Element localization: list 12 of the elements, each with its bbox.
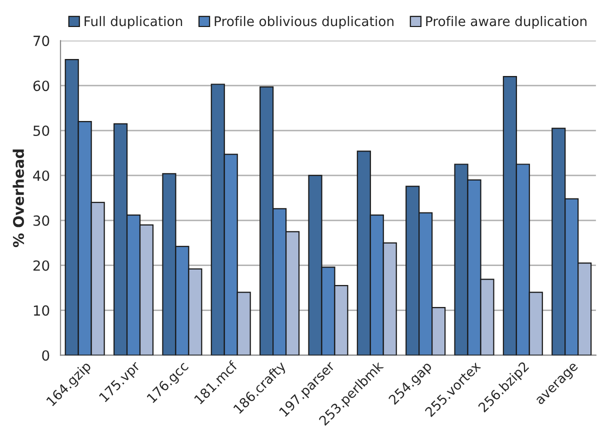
legend-label: Profile aware duplication bbox=[426, 16, 586, 29]
legend-label: Full duplication bbox=[84, 16, 182, 29]
y-tick-label: 30 bbox=[33, 215, 50, 226]
y-tick-label: 60 bbox=[33, 80, 50, 92]
y-tick-label: 70 bbox=[34, 36, 50, 46]
y-tick-label: 50 bbox=[33, 126, 50, 136]
legend-label: Profile oblivious duplication bbox=[214, 16, 394, 29]
y-tick-label: 10 bbox=[34, 305, 50, 316]
y-tick-label: 0 bbox=[42, 350, 50, 361]
y-tick-label: 20 bbox=[33, 260, 50, 271]
y-tick-label: 40 bbox=[33, 170, 50, 181]
y-axis-title: % Overhead bbox=[12, 150, 24, 248]
